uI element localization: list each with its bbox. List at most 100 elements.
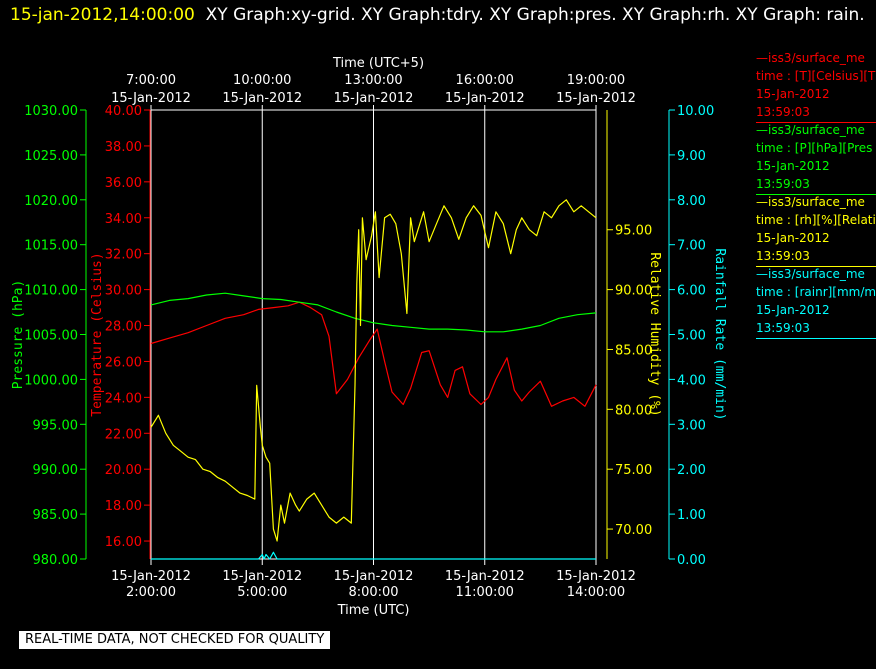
legend-units: time : [rainr][mm/mi (756, 285, 876, 299)
humidity-axis-label: Relative Humidity (%) (647, 252, 662, 416)
humidity-tick-label: 70.00 (615, 523, 652, 538)
rain-tick-label: 8.00 (677, 194, 706, 209)
bottom-tick-date: 15-Jan-2012 (334, 569, 414, 584)
pressure-tick-label: 1010.00 (24, 284, 78, 299)
legend-name: —iss3/surface_me (756, 51, 865, 65)
bottom-tick-date: 15-Jan-2012 (556, 569, 636, 584)
rain-tick-label: 9.00 (677, 149, 706, 164)
top-tick-date: 15-Jan-2012 (222, 91, 302, 106)
quality-notice: REAL-TIME DATA, NOT CHECKED FOR QUALITY (19, 631, 331, 649)
pressure-tick-label: 1025.00 (24, 149, 78, 164)
rain-tick-label: 1.00 (677, 508, 706, 523)
rain-tick-label: 4.00 (677, 373, 706, 388)
top-tick-time: 7:00:00 (126, 73, 176, 88)
legend-name: —iss3/surface_me (756, 195, 865, 209)
legend-date: 15-Jan-2012 (756, 159, 830, 173)
top-tick-time: 16:00:00 (456, 73, 514, 88)
legend-units: time : [T][Celsius][T (756, 69, 876, 83)
bottom-tick-date: 15-Jan-2012 (111, 569, 191, 584)
humidity-tick-label: 75.00 (615, 463, 652, 478)
legend-units: time : [P][hPa][Pres (756, 141, 873, 155)
top-tick-date: 15-Jan-2012 (334, 91, 414, 106)
rain-series-line (151, 551, 596, 560)
humidity-series-line (150, 199, 597, 542)
temperature-tick-label: 34.00 (105, 212, 142, 227)
pressure-axis-label: Pressure (hPa) (11, 280, 26, 390)
temperature-tick-label: 16.00 (105, 535, 142, 550)
rain-tick-label: 7.00 (677, 239, 706, 254)
pressure-tick-label: 990.00 (33, 463, 79, 478)
legend-name: —iss3/surface_me (756, 123, 865, 137)
legend-date: 15-Jan-2012 (756, 87, 830, 101)
humidity-tick-label: 85.00 (615, 343, 652, 358)
bottom-tick-time: 5:00:00 (237, 585, 287, 600)
bottom-tick-time: 11:00:00 (456, 585, 514, 600)
pressure-series-line (150, 292, 597, 333)
legend-time: 13:59:03 (756, 177, 810, 191)
humidity-tick-label: 90.00 (615, 284, 652, 299)
temperature-tick-label: 40.00 (105, 104, 142, 119)
top-tick-time: 13:00:00 (344, 73, 402, 88)
temperature-tick-label: 36.00 (105, 176, 142, 191)
temperature-axis-label: Temperature (Celsius) (90, 252, 105, 416)
rain-tick-label: 0.00 (677, 553, 706, 568)
bottom-tick-date: 15-Jan-2012 (445, 569, 525, 584)
rain-tick-label: 3.00 (677, 418, 706, 433)
temperature-tick-label: 18.00 (105, 499, 142, 514)
top-tick-time: 19:00:00 (567, 73, 625, 88)
rain-tick-label: 10.00 (677, 104, 714, 119)
top-tick-time: 10:00:00 (233, 73, 291, 88)
temperature-series-line (150, 301, 597, 407)
top-tick-date: 15-Jan-2012 (111, 91, 191, 106)
bottom-tick-time: 8:00:00 (348, 585, 398, 600)
top-tick-date: 15-Jan-2012 (445, 91, 525, 106)
bottom-tick-time: 2:00:00 (126, 585, 176, 600)
pressure-tick-label: 1020.00 (24, 194, 78, 209)
legend-divider (756, 338, 876, 339)
rain-tick-label: 2.00 (677, 463, 706, 478)
temperature-tick-label: 26.00 (105, 355, 142, 370)
pressure-tick-label: 1005.00 (24, 329, 78, 344)
pressure-tick-label: 1030.00 (24, 104, 78, 119)
title-graph-list: XY Graph:xy-grid. XY Graph:tdry. XY Grap… (205, 5, 865, 25)
bottom-axis-label: Time (UTC) (337, 603, 410, 618)
bottom-tick-date: 15-Jan-2012 (222, 569, 302, 584)
window-title: 15-jan-2012,14:00:00 XY Graph:xy-grid. X… (10, 2, 870, 29)
legend-divider (756, 266, 876, 267)
legend-time: 13:59:03 (756, 321, 810, 335)
pressure-tick-label: 980.00 (33, 553, 79, 568)
pressure-tick-label: 1015.00 (24, 239, 78, 254)
humidity-tick-label: 80.00 (615, 403, 652, 418)
legend-date: 15-Jan-2012 (756, 231, 830, 245)
temperature-tick-label: 30.00 (105, 284, 142, 299)
legend-name: —iss3/surface_me (756, 267, 865, 281)
temperature-tick-label: 22.00 (105, 427, 142, 442)
legend-time: 13:59:03 (756, 105, 810, 119)
bottom-tick-time: 14:00:00 (567, 585, 625, 600)
legend-time: 13:59:03 (756, 249, 810, 263)
title-timestamp: 15-jan-2012,14:00:00 (10, 5, 195, 25)
top-axis-label: Time (UTC+5) (332, 56, 424, 71)
pressure-tick-label: 995.00 (33, 418, 79, 433)
pressure-tick-label: 985.00 (33, 508, 79, 523)
top-tick-date: 15-Jan-2012 (556, 91, 636, 106)
legend-divider (756, 122, 876, 123)
temperature-tick-label: 28.00 (105, 320, 142, 335)
temperature-tick-label: 20.00 (105, 463, 142, 478)
humidity-tick-label: 95.00 (615, 224, 652, 239)
legend-date: 15-Jan-2012 (756, 303, 830, 317)
pressure-tick-label: 1000.00 (24, 373, 78, 388)
temperature-tick-label: 24.00 (105, 391, 142, 406)
temperature-tick-label: 32.00 (105, 248, 142, 263)
temperature-tick-label: 38.00 (105, 140, 142, 155)
legend-units: time : [rh][%][Relati (756, 213, 876, 227)
rain-tick-label: 6.00 (677, 284, 706, 299)
legend-divider (756, 194, 876, 195)
rain-tick-label: 5.00 (677, 329, 706, 344)
rain-axis-label: Rainfall Rate (mm/min) (712, 248, 727, 420)
